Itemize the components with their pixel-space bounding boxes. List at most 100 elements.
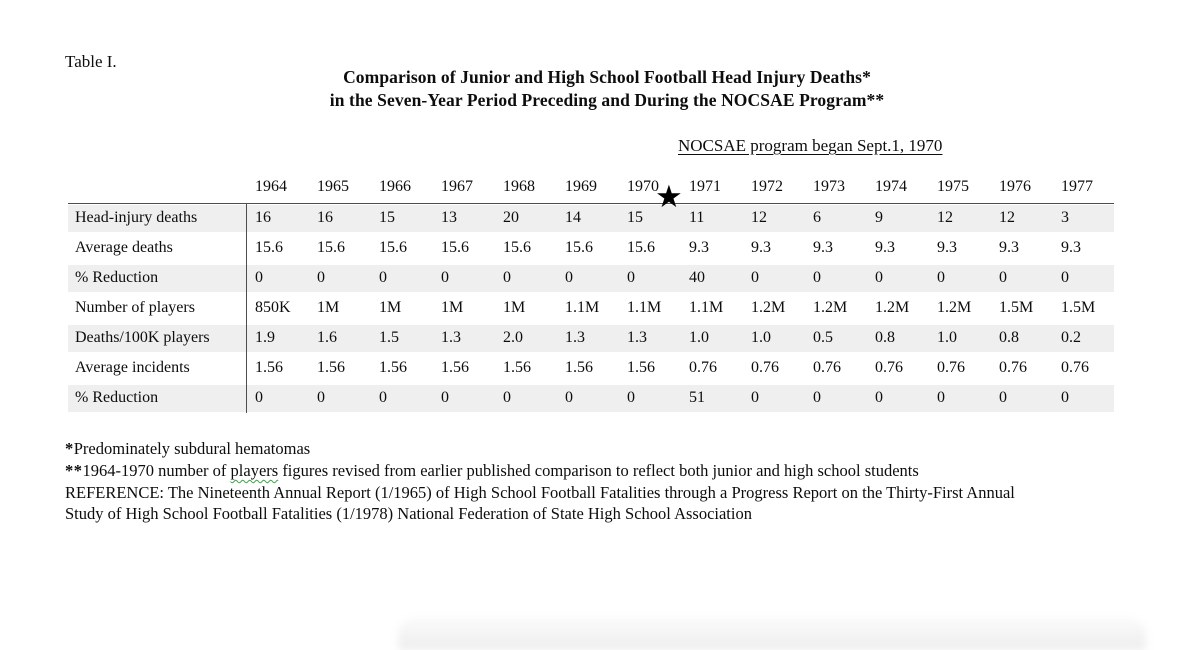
year-header: 1974 (875, 178, 907, 195)
table-cell: 1M (503, 299, 526, 316)
table-cell: 0 (556, 263, 618, 293)
year-header: 1964 (255, 178, 287, 195)
table-cell: 0 (804, 383, 866, 413)
table-cell: 0 (246, 263, 308, 293)
table-cell: 15 (370, 203, 432, 233)
table-cell: 12 (990, 203, 1052, 233)
table-cell: 15.6 (379, 239, 407, 256)
table-row: % Reduction 0 0 0 0 0 0 0 51 0 0 0 0 0 0 (68, 383, 1114, 413)
year-header: 1973 (813, 178, 845, 195)
table-cell: 1.3 (618, 323, 680, 353)
table-cell: 1.2M (751, 299, 786, 316)
table-cell: 16 (246, 203, 308, 233)
table-cell: 2.0 (494, 323, 556, 353)
table-row: Number of players 850K 1M 1M 1M 1M 1.1M 1.1M 1.1… (68, 293, 1114, 323)
table-cell: 13 (432, 203, 494, 233)
table-cell: 12 (742, 203, 804, 233)
table-cell: 0 (1052, 263, 1114, 293)
table-cell: 51 (680, 383, 742, 413)
year-header: 1968 (503, 178, 535, 195)
footnote-1-marker: * (65, 439, 74, 458)
table-cell: 14 (556, 203, 618, 233)
table-cell: 1.56 (441, 359, 469, 376)
table-cell: 1.0 (742, 323, 804, 353)
year-header: 1972 (751, 178, 783, 195)
table-cell: 1M (317, 299, 340, 316)
table-cell: 1.0 (928, 323, 990, 353)
corner-cell (68, 173, 246, 203)
year-header: 1977 (1061, 178, 1093, 195)
table-cell: 1.0 (680, 323, 742, 353)
table-row: Average deaths 15.6 15.6 15.6 15.6 15.6 15.6 15… (68, 233, 1114, 263)
table-cell: 1.5 (370, 323, 432, 353)
table-cell: 15.6 (255, 239, 283, 256)
year-header: 1966 (379, 178, 411, 195)
data-table: 1964 1965 1966 1967 1968 1969 1970 1971 1972 1973… (68, 173, 1114, 413)
table-cell: 0 (494, 263, 556, 293)
table-cell: 9.3 (999, 239, 1019, 256)
table-cell: 0 (308, 383, 370, 413)
table-cell: 15.6 (627, 239, 655, 256)
year-header: 1967 (441, 178, 473, 195)
table-cell: 1.56 (317, 359, 345, 376)
table-cell: 0 (432, 263, 494, 293)
table-cell: 0.2 (1052, 323, 1114, 353)
table-cell: 0.76 (689, 359, 717, 376)
table-cell: 11 (680, 203, 742, 233)
table-cell: 15.6 (565, 239, 593, 256)
footnote-reference-line-2: Study of High School Football Fatalities… (65, 504, 752, 524)
row-label: Average deaths (75, 239, 173, 256)
table-cell: 15.6 (441, 239, 469, 256)
star-icon: ★ (655, 179, 683, 215)
table-cell: 0 (618, 383, 680, 413)
year-header: 1970 (627, 178, 659, 195)
table-cell: 9.3 (875, 239, 895, 256)
table-cell: 0 (990, 263, 1052, 293)
table-cell: 1.2M (937, 299, 972, 316)
row-label: Average incidents (75, 359, 190, 376)
table-cell: 1M (441, 299, 464, 316)
table-cell: 0.76 (813, 359, 841, 376)
table-cell: 0 (866, 383, 928, 413)
table-row: % Reduction 0 0 0 0 0 0 0 40 0 0 0 0 0 0 (68, 263, 1114, 293)
table-cell: 15.6 (317, 239, 345, 256)
table-cell: 0.76 (875, 359, 903, 376)
table-cell: 1.56 (627, 359, 655, 376)
table-cell: 1.3 (556, 323, 618, 353)
table-cell: 12 (928, 203, 990, 233)
table-cell: 1.1M (689, 299, 724, 316)
table-cell: 1.5M (1061, 299, 1096, 316)
table-cell: 0 (618, 263, 680, 293)
table-cell: 9.3 (1061, 239, 1081, 256)
table-cell: 0 (246, 383, 308, 413)
table-cell: 0.76 (999, 359, 1027, 376)
row-label: Head-injury deaths (68, 203, 246, 233)
row-label: % Reduction (68, 383, 246, 413)
table-cell: 1.2M (875, 299, 910, 316)
table-cell: 1.56 (565, 359, 593, 376)
table-cell: 0.76 (1061, 359, 1089, 376)
year-header-row: 1964 1965 1966 1967 1968 1969 1970 1971 1972 1973… (68, 173, 1114, 203)
table-cell: 1.2M (813, 299, 848, 316)
table-cell: 0 (370, 383, 432, 413)
table-cell: 1.1M (565, 299, 600, 316)
footnote-2-marker: ** (65, 460, 83, 480)
table-cell: 16 (308, 203, 370, 233)
table-top-rule (68, 203, 1114, 205)
table-column-divider (246, 203, 248, 413)
table-cell: 1.3 (432, 323, 494, 353)
table-cell: 0 (990, 383, 1052, 413)
footnote-1: *Predominately subdural hematomas (65, 439, 311, 458)
year-header: 1969 (565, 178, 597, 195)
table-cell: 15 (618, 203, 680, 233)
table-cell: 0 (742, 263, 804, 293)
table-cell: 20 (494, 203, 556, 233)
table-cell: 0 (556, 383, 618, 413)
table-cell: 1.56 (503, 359, 531, 376)
table-cell: 40 (680, 263, 742, 293)
footnote-reference-line-1: REFERENCE: The Nineteenth Annual Report … (65, 482, 1015, 502)
table-cell: 0 (804, 263, 866, 293)
table-cell: 0 (866, 263, 928, 293)
table-cell: 0 (928, 263, 990, 293)
